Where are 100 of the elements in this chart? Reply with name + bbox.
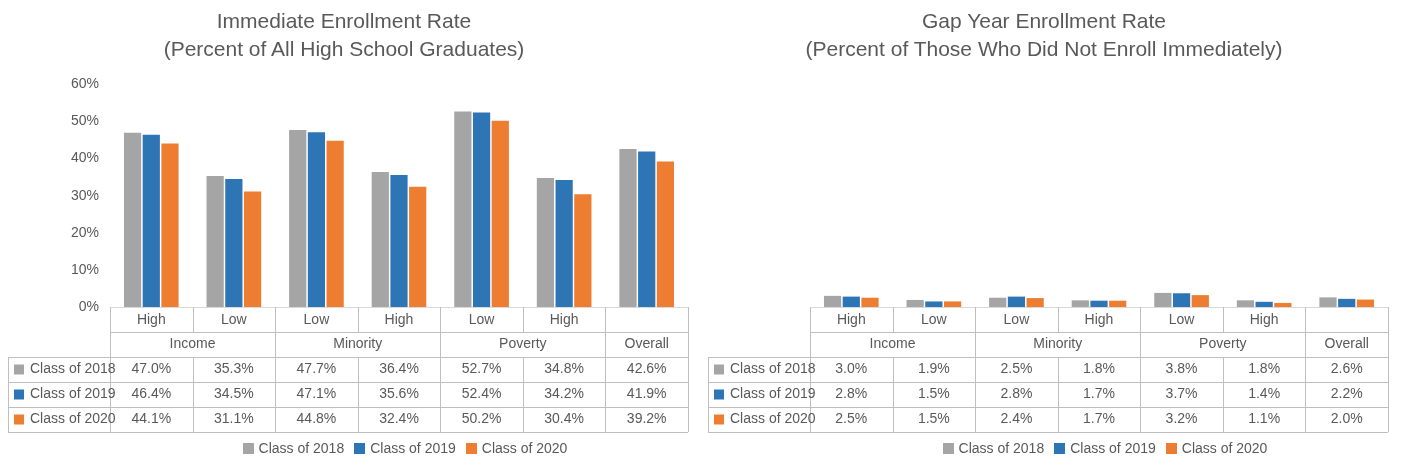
data-label: 2.6% xyxy=(1330,360,1363,377)
legend-label: Class of 2019 xyxy=(30,385,116,402)
data-label: 50.2% xyxy=(461,410,502,427)
data-label: 39.2% xyxy=(626,410,667,427)
data-label: 36.4% xyxy=(379,360,419,377)
data-label: 41.9% xyxy=(626,385,667,402)
bar xyxy=(123,132,142,307)
chart-subtitle: (Percent of Those Who Did Not Enroll Immediately) xyxy=(805,36,1283,60)
data-label: 1.1% xyxy=(1248,410,1281,427)
bar xyxy=(289,130,307,307)
data-label: 3.8% xyxy=(1165,360,1198,377)
chart-title: Gap Year Enrollment Rate xyxy=(922,9,1166,33)
legend-label: Class of 2018 xyxy=(30,360,116,377)
bar xyxy=(206,176,224,307)
y-tick-label: 0% xyxy=(78,297,99,314)
data-label: 34.8% xyxy=(544,360,584,377)
data-label: 3.2% xyxy=(1165,410,1198,427)
data-label: 52.7% xyxy=(461,360,502,377)
data-label: 1.5% xyxy=(917,410,950,427)
x-tick-label: High xyxy=(836,311,866,328)
x-tick-label: Low xyxy=(221,311,248,328)
data-label: 44.1% xyxy=(131,410,172,427)
text: Overall xyxy=(1324,335,1369,352)
bar xyxy=(491,120,509,307)
bar xyxy=(326,140,344,307)
bar xyxy=(943,301,962,307)
x-tick-label: High xyxy=(136,311,166,328)
y-tick-label: 40% xyxy=(70,149,99,166)
data-label: 35.6% xyxy=(379,385,419,402)
data-label: 3.7% xyxy=(1165,385,1198,402)
legend-label: Class of 2020 xyxy=(30,410,116,427)
bar xyxy=(574,194,592,307)
x-tick-label: High xyxy=(384,311,414,328)
y-tick-label: 60% xyxy=(70,75,99,92)
text: Minority xyxy=(1033,335,1083,352)
x-tick-label: Low xyxy=(1003,311,1031,328)
text: Class of 2018 xyxy=(958,440,1045,456)
bar xyxy=(161,143,179,307)
bar xyxy=(555,180,573,307)
bar xyxy=(1274,302,1292,307)
bar xyxy=(656,161,675,307)
bar xyxy=(142,134,160,307)
bar xyxy=(1154,292,1172,307)
data-label: 3.0% xyxy=(835,360,868,377)
data-label: 1.5% xyxy=(917,385,950,402)
legend-label: Class of 2020 xyxy=(730,410,816,427)
text: Poverty xyxy=(1199,335,1247,352)
data-label: 1.7% xyxy=(1083,410,1115,427)
bar xyxy=(225,179,243,307)
chart-subtitle: (Percent of All High School Graduates) xyxy=(163,36,525,60)
text: Minority xyxy=(333,335,383,352)
data-label: 34.5% xyxy=(214,385,254,402)
bar xyxy=(371,171,389,307)
legend-label: Class of 2018 xyxy=(730,360,816,377)
bar xyxy=(906,299,924,307)
y-tick-label: 10% xyxy=(70,260,99,277)
legend-label: Class of 2019 xyxy=(730,385,816,402)
data-label: 44.8% xyxy=(296,410,337,427)
bar xyxy=(390,174,408,307)
x-tick-label: High xyxy=(1084,311,1114,328)
chart-title: Immediate Enrollment Rate xyxy=(216,9,472,33)
bar xyxy=(619,148,637,307)
bar xyxy=(1338,298,1356,307)
bar xyxy=(989,297,1007,307)
bar xyxy=(1319,297,1337,307)
data-label: 2.2% xyxy=(1330,385,1363,402)
data-label: 1.8% xyxy=(1083,360,1115,377)
data-label: 31.1% xyxy=(214,410,254,427)
data-label: 47.7% xyxy=(296,360,337,377)
data-label: 1.8% xyxy=(1248,360,1281,377)
text: Income xyxy=(869,335,916,352)
text: Income xyxy=(169,335,216,352)
bar xyxy=(1236,300,1255,307)
data-label: 34.2% xyxy=(544,385,584,402)
data-label: 2.4% xyxy=(1000,410,1033,427)
bar xyxy=(307,132,326,307)
text: Overall xyxy=(624,335,669,352)
data-label: 46.4% xyxy=(131,385,172,402)
bar xyxy=(1191,295,1209,307)
x-tick-label: High xyxy=(1249,311,1279,328)
data-label: 1.7% xyxy=(1083,385,1115,402)
bar xyxy=(1172,293,1191,307)
data-label: 2.5% xyxy=(835,410,868,427)
text: Class of 2018 xyxy=(258,440,345,456)
data-label: 47.0% xyxy=(131,360,172,377)
data-label: 1.9% xyxy=(917,360,950,377)
x-tick-label: High xyxy=(549,311,579,328)
y-tick-label: 30% xyxy=(70,186,99,203)
text: Class of 2019 xyxy=(370,440,456,456)
bar xyxy=(861,297,879,307)
bar xyxy=(409,186,427,307)
x-tick-label: Low xyxy=(1168,311,1196,328)
data-label: 32.4% xyxy=(379,410,419,427)
data-label: 1.4% xyxy=(1248,385,1281,402)
bar xyxy=(1007,296,1026,307)
bar xyxy=(1356,299,1375,307)
bar xyxy=(243,191,262,307)
data-label: 42.6% xyxy=(626,360,667,377)
bar xyxy=(1255,301,1273,307)
data-label: 2.0% xyxy=(1330,410,1363,427)
